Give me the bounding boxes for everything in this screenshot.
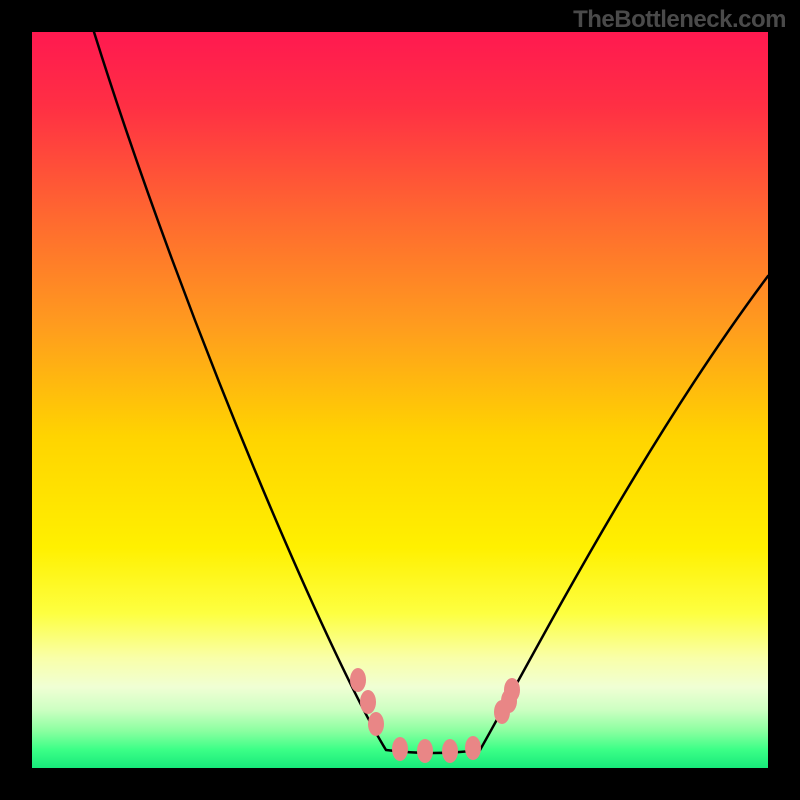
curve-marker [465,736,481,760]
curve-marker [392,737,408,761]
curve-marker [417,739,433,763]
curve-marker [501,689,517,713]
curve-marker [360,690,376,714]
curve-marker [368,712,384,736]
watermark-label: TheBottleneck.com [573,6,786,34]
gradient-background [32,32,768,768]
chart-svg [0,0,800,800]
curve-marker [442,739,458,763]
curve-marker [350,668,366,692]
